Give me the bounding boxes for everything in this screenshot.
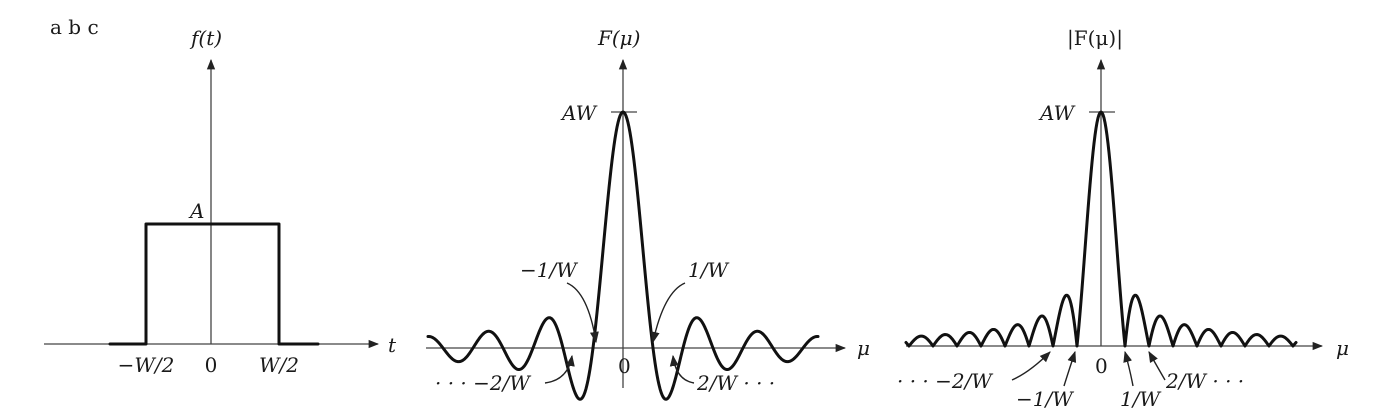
panel-b-ann-pos1-arrow — [650, 282, 686, 344]
panel-a-amplitude-label: A — [188, 199, 204, 223]
panel-b-peak-label: AW — [560, 101, 598, 125]
panel-c-ann-neg2: · · · −2/W — [897, 369, 993, 393]
panel-b-ann-pos2-arrow — [669, 354, 695, 384]
panel-c-peak-label: AW — [1038, 101, 1076, 125]
panel-c-ann-neg2-arrow — [1011, 351, 1051, 381]
panel-b-ann-neg2: · · · −2/W — [435, 371, 531, 395]
panel-c: |F(μ)| AW 0 μ · · · −2/W −1/W 1/W 2/W · … — [897, 26, 1349, 411]
panel-a-tick-zero: 0 — [205, 353, 218, 377]
panel-c-ann-pos1: 1/W — [1120, 387, 1161, 411]
panel-a-x-label: t — [388, 333, 397, 357]
panel-b-ann-neg2-arrow — [544, 354, 575, 384]
panel-b-x-label: μ — [857, 336, 870, 360]
panel-c-y-label: |F(μ)| — [1067, 26, 1123, 51]
panel-c-ann-pos2: 2/W · · · — [1165, 369, 1244, 393]
panel-c-zero-label: 0 — [1095, 354, 1108, 378]
panel-c-ann-pos2-arrow — [1148, 351, 1166, 381]
panel-b-ann-pos2: 2/W · · · — [696, 371, 775, 395]
panel-c-ann-pos1-arrow — [1123, 350, 1134, 387]
panel-c-x-label: μ — [1336, 336, 1349, 360]
panel-a-rect-pulse — [108, 222, 320, 346]
panel-c-abs-sinc-curve — [904, 110, 1298, 348]
panel-b-ann-neg1-arrow — [566, 282, 599, 344]
panel-letters: a b c — [50, 15, 99, 39]
panel-b: F(μ) AW 0 μ −1/W 1/W · · · −2/W 2/W · · … — [426, 26, 870, 401]
panel-b-sinc-curve — [426, 110, 820, 401]
panel-a: f(t) A t −W/2 0 W/2 — [44, 26, 397, 377]
panel-a-tick-pos: W/2 — [259, 353, 299, 377]
panel-a-tick-neg: −W/2 — [118, 353, 175, 377]
panel-a-y-label: f(t) — [189, 26, 222, 50]
panel-b-y-label: F(μ) — [597, 26, 640, 50]
panel-c-ann-neg1: −1/W — [1016, 387, 1074, 411]
panel-b-ann-pos1: 1/W — [688, 258, 729, 282]
panel-c-ann-neg1-arrow — [1063, 350, 1077, 387]
panel-b-ann-neg1: −1/W — [520, 258, 578, 282]
panel-b-zero-label: 0 — [618, 354, 631, 378]
